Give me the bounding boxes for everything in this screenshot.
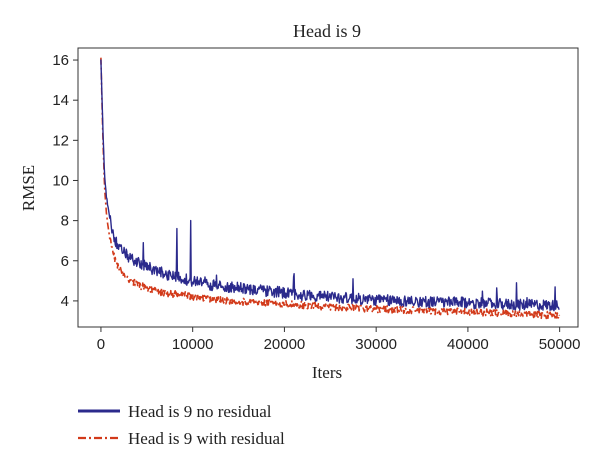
- x-axis-ticks: 0 10000 20000 30000 40000 50000: [97, 327, 581, 353]
- legend: Head is 9 no residual Head is 9 with res…: [78, 402, 285, 448]
- series-line-with-residual: [100, 57, 561, 320]
- y-tick-label: 6: [61, 253, 69, 270]
- y-tick-label: 12: [52, 132, 69, 149]
- x-tick-label: 50000: [539, 336, 581, 353]
- y-tick-label: 4: [61, 293, 69, 310]
- x-tick-label: 10000: [172, 336, 214, 353]
- series-line-no-residual: [100, 59, 560, 312]
- chart-title: Head is 9: [293, 21, 361, 41]
- x-tick-label: 40000: [447, 336, 489, 353]
- x-tick-label: 20000: [264, 336, 306, 353]
- y-tick-label: 16: [52, 52, 69, 69]
- plot-frame: [77, 47, 579, 328]
- x-tick-label: 0: [97, 336, 105, 353]
- y-tick-label: 8: [61, 213, 69, 230]
- y-tick-label: 14: [52, 92, 69, 109]
- y-axis-title: RMSE: [19, 165, 38, 211]
- y-tick-label: 10: [52, 172, 69, 189]
- plot-border: [77, 47, 579, 328]
- y-axis-ticks: 4 6 8 10 12 14 16: [52, 52, 78, 310]
- x-axis-title: Iters: [312, 363, 342, 382]
- legend-label-with-residual: Head is 9 with residual: [128, 429, 285, 448]
- series-layer: [100, 57, 561, 320]
- legend-label-no-residual: Head is 9 no residual: [128, 402, 272, 421]
- x-tick-label: 30000: [355, 336, 397, 353]
